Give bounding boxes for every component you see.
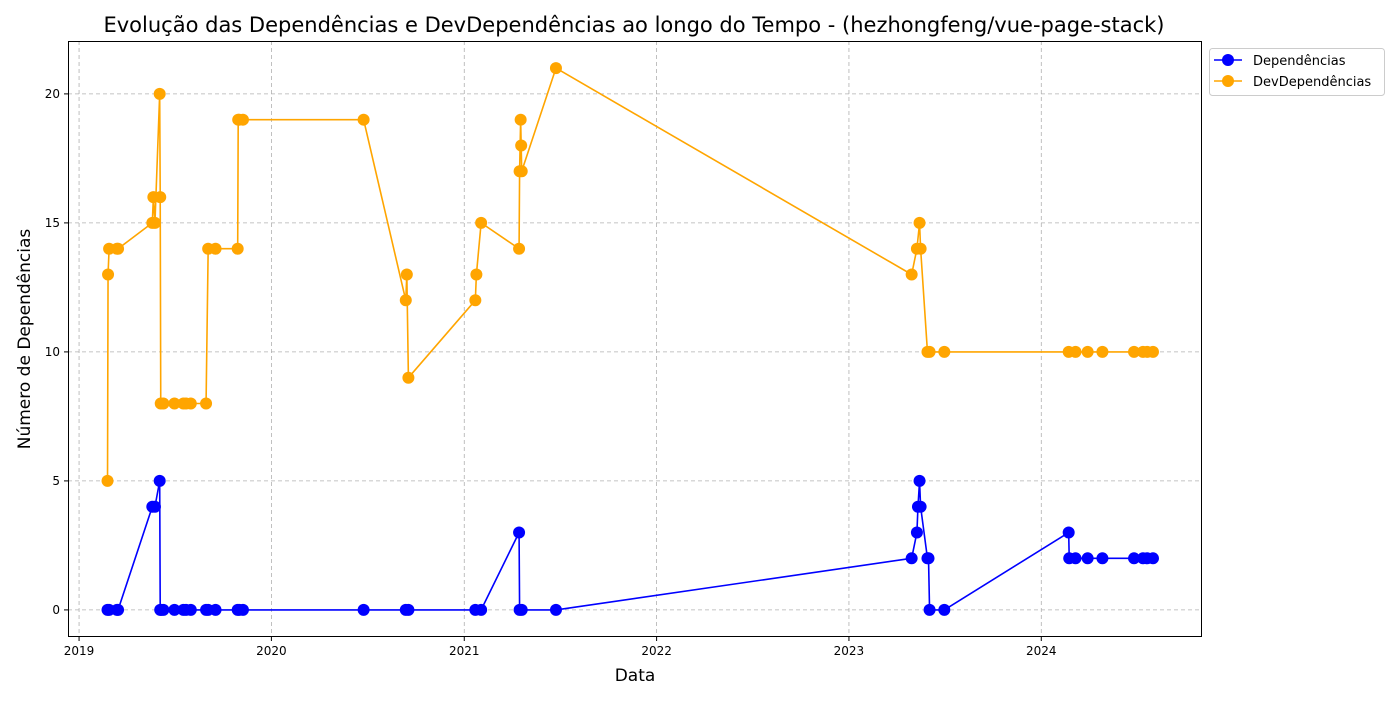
data-point-dependencias bbox=[209, 603, 222, 616]
data-point-devdependencias bbox=[1081, 345, 1094, 358]
y-tick-label: 10 bbox=[45, 345, 60, 359]
data-point-devdependencias bbox=[1146, 345, 1159, 358]
data-point-dependencias bbox=[184, 603, 197, 616]
data-point-dependencias bbox=[148, 500, 161, 513]
data-point-dependencias bbox=[513, 526, 526, 539]
data-point-devdependencias bbox=[148, 216, 161, 229]
series-devdependencias bbox=[101, 62, 1159, 487]
y-tick-label: 15 bbox=[45, 216, 60, 230]
ticks: 2019 2020 2021 2022 2023 2024 0 5 10 15 20 bbox=[45, 87, 1057, 658]
y-tick-label: 5 bbox=[52, 474, 60, 488]
data-point-devdependencias bbox=[184, 397, 197, 410]
data-point-dependencias bbox=[168, 603, 181, 616]
series-dependencias bbox=[101, 474, 1159, 616]
data-point-dependencias bbox=[112, 603, 125, 616]
data-point-dependencias bbox=[157, 603, 170, 616]
data-point-dependencias bbox=[1146, 552, 1159, 565]
x-tick-label: 2021 bbox=[449, 644, 480, 658]
x-tick-label: 2019 bbox=[64, 644, 95, 658]
data-point-dependencias bbox=[1069, 552, 1082, 565]
data-point-dependencias bbox=[1062, 526, 1075, 539]
data-point-dependencias bbox=[1096, 552, 1109, 565]
data-point-devdependencias bbox=[157, 397, 170, 410]
legend-marker-devdependencias bbox=[1222, 75, 1234, 87]
data-point-dependencias bbox=[914, 500, 927, 513]
data-point-dependencias bbox=[913, 474, 926, 487]
data-point-devdependencias bbox=[923, 345, 936, 358]
data-point-devdependencias bbox=[475, 216, 488, 229]
y-tick-label: 0 bbox=[52, 603, 60, 617]
data-point-dependencias bbox=[515, 603, 528, 616]
data-point-dependencias bbox=[153, 474, 166, 487]
legend: Dependências DevDependências bbox=[1209, 48, 1385, 96]
data-point-devdependencias bbox=[102, 268, 115, 281]
x-axis-label: Data bbox=[615, 666, 656, 686]
data-point-dependencias bbox=[923, 603, 936, 616]
data-point-devdependencias bbox=[236, 113, 249, 126]
chart-title: Evolução das Dependências e DevDependênc… bbox=[103, 13, 1164, 37]
data-point-dependencias bbox=[1081, 552, 1094, 565]
data-point-devdependencias bbox=[1128, 345, 1141, 358]
data-point-devdependencias bbox=[469, 294, 482, 307]
data-point-devdependencias bbox=[153, 87, 166, 100]
legend-box bbox=[1209, 48, 1385, 96]
data-point-dependencias bbox=[922, 552, 935, 565]
x-tick-label: 2022 bbox=[641, 644, 672, 658]
data-point-dependencias bbox=[549, 603, 562, 616]
legend-label-devdependencias: DevDependências bbox=[1253, 75, 1371, 90]
data-point-dependencias bbox=[402, 603, 415, 616]
data-point-devdependencias bbox=[231, 242, 244, 255]
y-axis-label: Número de Dependências bbox=[15, 229, 35, 450]
data-point-dependencias bbox=[236, 603, 249, 616]
data-point-devdependencias bbox=[1096, 345, 1109, 358]
data-point-devdependencias bbox=[402, 371, 415, 384]
data-point-devdependencias bbox=[400, 268, 413, 281]
data-point-devdependencias bbox=[905, 268, 918, 281]
data-point-devdependencias bbox=[549, 62, 562, 75]
data-point-devdependencias bbox=[154, 191, 167, 204]
data-point-devdependencias bbox=[1069, 345, 1082, 358]
data-point-devdependencias bbox=[515, 165, 528, 178]
data-point-devdependencias bbox=[515, 139, 528, 152]
data-point-devdependencias bbox=[101, 474, 114, 487]
data-point-dependencias bbox=[1128, 552, 1141, 565]
data-point-devdependencias bbox=[913, 216, 926, 229]
data-point-dependencias bbox=[910, 526, 923, 539]
data-point-devdependencias bbox=[357, 113, 370, 126]
data-point-devdependencias bbox=[112, 242, 125, 255]
x-tick-label: 2023 bbox=[834, 644, 865, 658]
data-point-devdependencias bbox=[513, 242, 526, 255]
data-point-devdependencias bbox=[399, 294, 412, 307]
data-point-devdependencias bbox=[209, 242, 222, 255]
plot-frame bbox=[68, 41, 1202, 637]
data-point-dependencias bbox=[357, 603, 370, 616]
y-tick-label: 20 bbox=[45, 87, 60, 101]
data-point-dependencias bbox=[905, 552, 918, 565]
data-point-dependencias bbox=[475, 603, 488, 616]
x-tick-label: 2020 bbox=[256, 644, 287, 658]
data-point-devdependencias bbox=[168, 397, 181, 410]
legend-marker-dependencias bbox=[1222, 54, 1234, 66]
data-point-devdependencias bbox=[914, 242, 927, 255]
data-point-dependencias bbox=[938, 603, 951, 616]
series-layer bbox=[101, 62, 1159, 616]
x-tick-label: 2024 bbox=[1026, 644, 1057, 658]
data-point-devdependencias bbox=[470, 268, 483, 281]
data-point-devdependencias bbox=[938, 345, 951, 358]
data-point-devdependencias bbox=[514, 113, 527, 126]
legend-label-dependencias: Dependências bbox=[1253, 54, 1346, 69]
data-point-devdependencias bbox=[200, 397, 213, 410]
